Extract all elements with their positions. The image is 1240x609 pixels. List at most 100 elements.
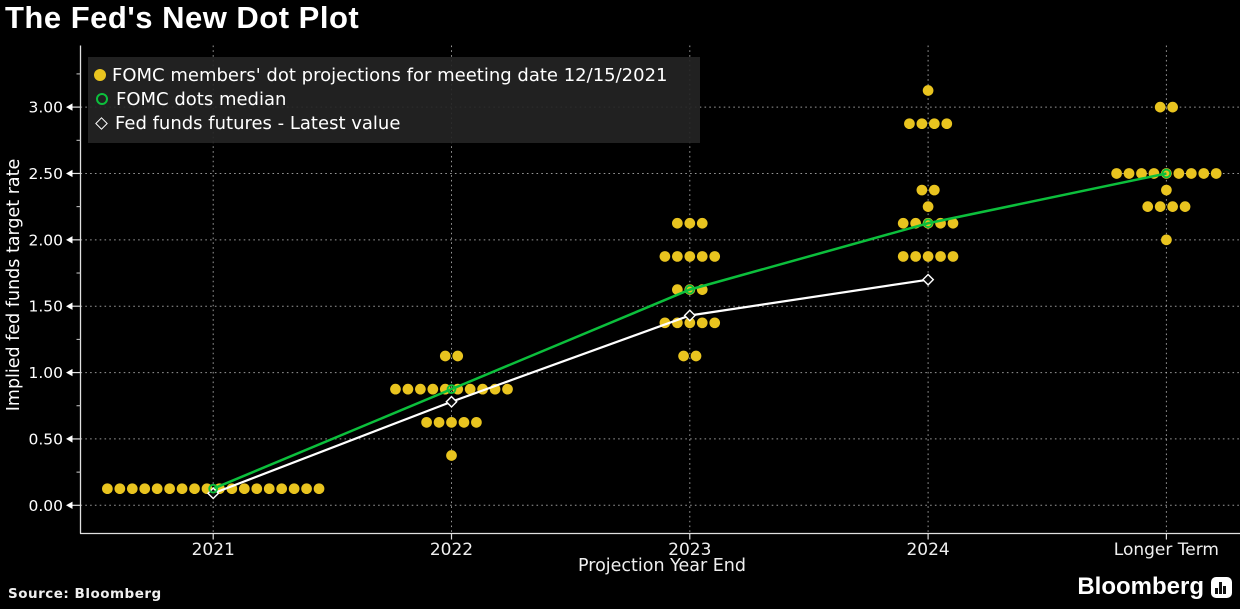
fomc-dot: [928, 118, 940, 130]
fomc-dot: [947, 217, 959, 229]
fomc-dot: [276, 483, 288, 495]
fomc-dot: [672, 284, 683, 295]
fomc-dot: [402, 383, 414, 395]
fomc-dot: [935, 251, 946, 262]
fomc-dot: [690, 350, 702, 362]
legend-label: FOMC members' dot projections for meetin…: [112, 64, 668, 86]
legend-item-dot-projections: FOMC members' dot projections for meetin…: [94, 63, 690, 87]
tick-arrow-icon: [66, 368, 73, 377]
fomc-dot: [659, 251, 671, 262]
fomc-dot: [139, 483, 151, 495]
fed-funds-futures-line: [212, 278, 929, 495]
fomc-dot: [446, 416, 457, 428]
fomc-dot: [1185, 168, 1197, 179]
fomc-dot: [684, 251, 696, 262]
y-axis-title: Implied fed funds target rate: [4, 158, 24, 412]
fomc-dot: [1161, 234, 1172, 246]
fomc-dot: [928, 184, 940, 196]
fomc-dot: [941, 118, 953, 130]
fomc-median-line: [212, 172, 1167, 490]
fomc-dot: [189, 483, 200, 495]
open-circle-marker: [208, 483, 219, 494]
y-axis-ticks: 0.00 0.50 1.00 1.50 2.00 2.50 3.00: [28, 73, 81, 515]
y-tick-label: 1.50: [28, 298, 63, 316]
open-circle-marker: [684, 284, 695, 295]
fomc-dot: [684, 217, 696, 229]
x-tick-label: 2022: [430, 540, 473, 560]
x-axis-ticks: 2021 2022 2023 2024 Longer Term: [192, 533, 1219, 560]
fomc-dot: [446, 450, 457, 461]
open-diamond-icon: [95, 116, 108, 130]
source-label: Source: Bloomberg: [8, 586, 162, 602]
y-tick-label: 3.00: [28, 99, 63, 117]
y-tick-label: 0.00: [28, 497, 63, 515]
fomc-dot: [1142, 201, 1154, 213]
fomc-dot: [1123, 168, 1135, 179]
chart-title: The Fed's New Dot Plot: [5, 0, 360, 35]
fomc-dot: [238, 483, 250, 495]
fomc-dot: [427, 383, 439, 395]
legend-label: Fed funds futures - Latest value: [115, 112, 401, 134]
x-tick-label: 2024: [906, 540, 949, 560]
fomc-dot: [1111, 168, 1122, 179]
fomc-dot: [176, 483, 188, 495]
x-tick-label: 2023: [668, 540, 711, 560]
bloomberg-wordmark: Bloomberg: [1077, 573, 1204, 600]
fomc-dot: [151, 483, 163, 495]
fomc-dot: [164, 483, 175, 495]
fomc-dot: [678, 350, 689, 362]
open-circle-icon: [96, 93, 108, 105]
fomc-dot: [684, 317, 696, 329]
filled-dot-icon: [94, 69, 106, 81]
fomc-dot: [458, 416, 470, 428]
fomc-dot: [696, 251, 708, 262]
fomc-dot: [1173, 168, 1185, 179]
fomc-dot: [904, 118, 915, 130]
futures-diamond-markers: [207, 273, 935, 500]
legend-label: FOMC dots median: [116, 88, 287, 110]
open-diamond-marker: [445, 395, 458, 408]
fomc-dot: [1161, 184, 1172, 196]
fomc-dot: [709, 251, 721, 262]
fomc-dot: [471, 416, 482, 428]
fomc-dot: [433, 416, 445, 428]
fomc-dot: [696, 217, 708, 229]
fomc-dot: [1210, 168, 1222, 179]
fomc-dot: [301, 483, 312, 495]
tick-arrow-icon: [66, 501, 73, 509]
chart-legend: FOMC members' dot projections for meetin…: [88, 57, 700, 143]
fomc-dot: [313, 483, 325, 495]
fomc-dot: [126, 483, 138, 495]
fomc-dot: [452, 350, 464, 362]
fomc-dot: [910, 251, 922, 262]
fomc-dot: [916, 118, 928, 130]
fomc-dot: [251, 483, 263, 495]
tick-arrow-icon: [66, 302, 73, 310]
fomc-dot: [421, 416, 432, 428]
fomc-dot: [464, 383, 476, 395]
x-tick-label: Longer Term: [1114, 540, 1219, 560]
open-circle-marker: [446, 384, 457, 395]
fomc-dot: [922, 201, 934, 213]
open-circle-marker: [923, 218, 933, 229]
fomc-dot: [263, 483, 275, 495]
y-tick-label: 0.50: [28, 430, 63, 448]
fomc-dot: [102, 483, 113, 495]
fomc-dot: [415, 383, 426, 395]
fomc-dot: [922, 251, 934, 262]
bar-chart-icon: [1211, 576, 1232, 598]
x-tick-label: 2021: [192, 540, 235, 560]
bloomberg-logo: Bloomberg: [1077, 573, 1232, 601]
open-diamond-marker: [683, 309, 696, 322]
median-circle-markers: [208, 168, 1172, 494]
fomc-dot: [696, 317, 708, 329]
fomc-dot: [1154, 101, 1166, 113]
fomc-dot: [1179, 201, 1191, 213]
gridlines: [80, 45, 1240, 534]
fomc-dot: [709, 317, 721, 329]
fomc-dot: [922, 85, 934, 96]
fomc-dot: [1154, 201, 1166, 213]
legend-item-fed-funds-futures: Fed funds futures - Latest value: [94, 111, 690, 135]
open-diamond-marker: [921, 273, 935, 286]
